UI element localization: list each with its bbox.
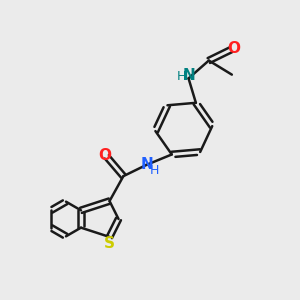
Text: H: H <box>176 70 186 83</box>
Text: O: O <box>98 148 111 163</box>
Text: N: N <box>141 158 154 172</box>
Text: N: N <box>183 68 196 83</box>
Text: O: O <box>227 41 240 56</box>
Text: H: H <box>150 164 159 177</box>
Text: S: S <box>104 236 115 251</box>
